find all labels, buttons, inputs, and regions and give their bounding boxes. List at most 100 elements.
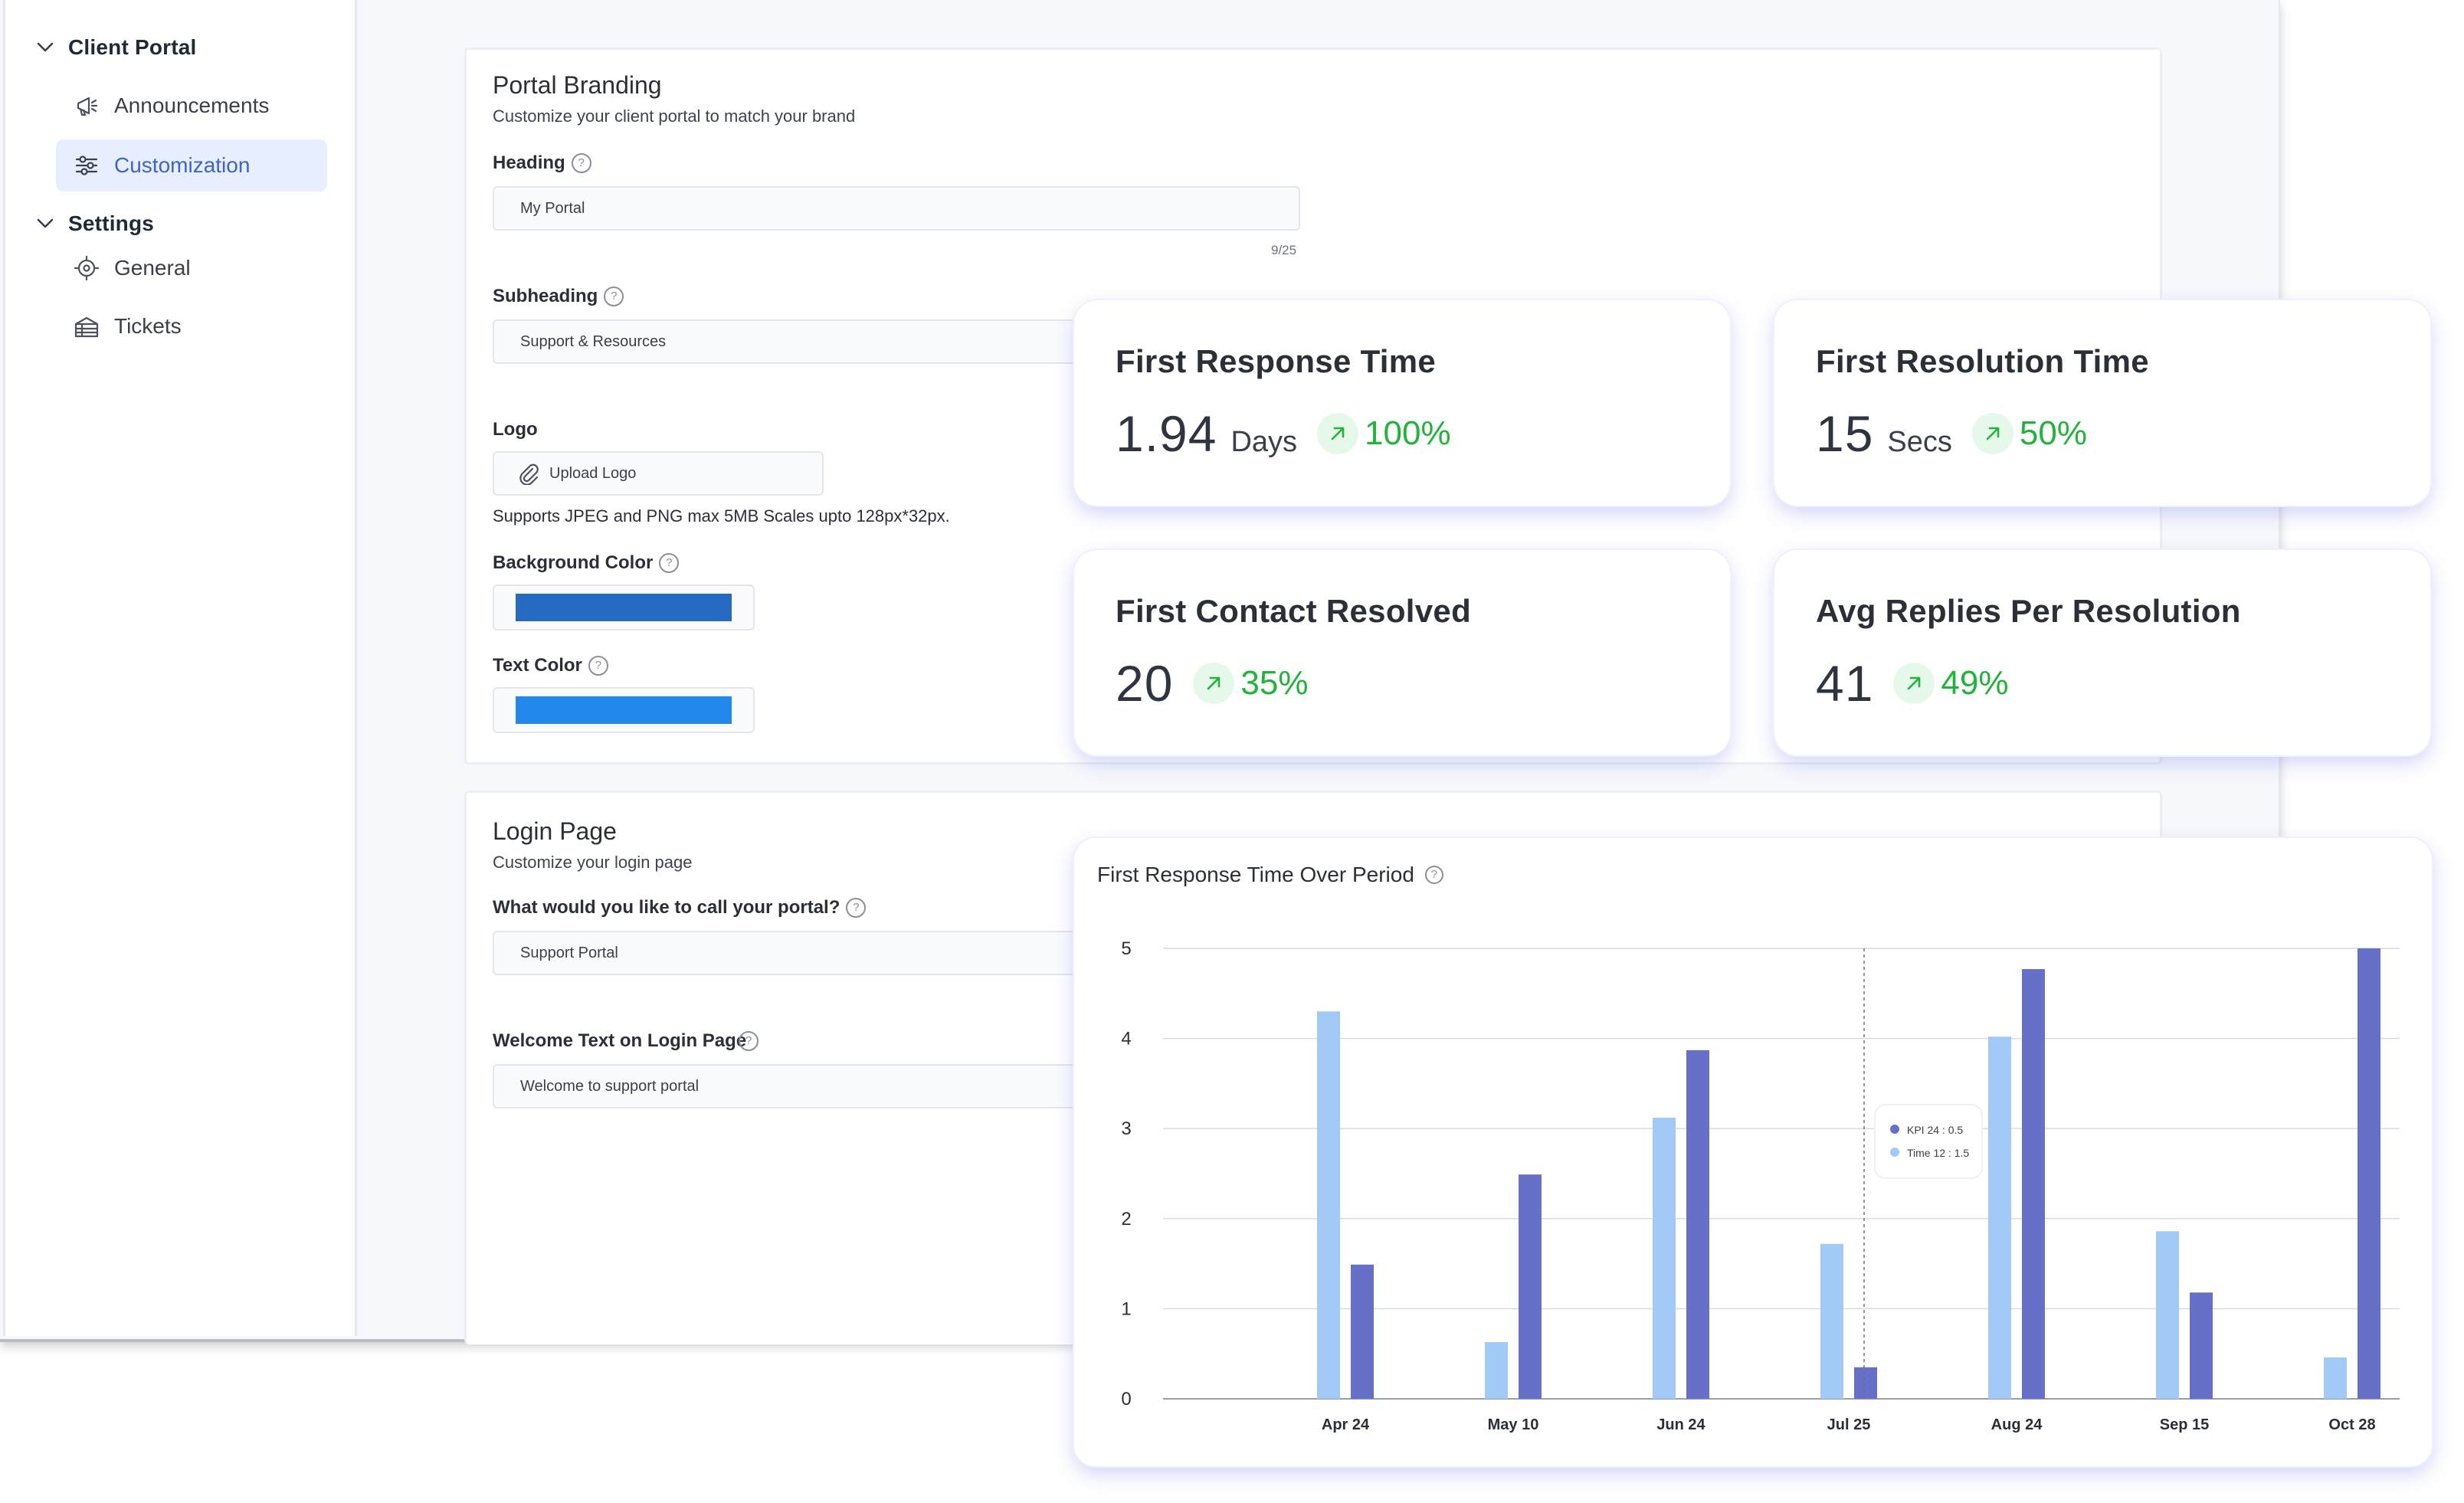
- upload-logo-button[interactable]: Upload Logo: [493, 451, 824, 496]
- y-tick-label: 2: [1121, 1209, 1131, 1230]
- sidebar-item-tickets[interactable]: Tickets: [56, 300, 327, 352]
- section-subtitle: Customize your client portal to match yo…: [493, 106, 856, 126]
- bar: [1854, 1367, 1877, 1399]
- trend-up-icon: [1193, 663, 1235, 704]
- bg-color-label-text: Background Color: [493, 552, 654, 573]
- welcome-text-label: Welcome Text on Login Page?: [493, 1030, 759, 1052]
- trend-up-icon: [1971, 413, 2013, 454]
- section-title: Portal Branding: [493, 71, 662, 99]
- trend-up-icon: [1893, 663, 1935, 704]
- help-icon[interactable]: ?: [846, 898, 867, 918]
- kpi-title: First Response Time: [1116, 343, 1437, 379]
- bar-chart: 0 1 2 3 4 5 Apr 24 May 10 Jun 24 Jul 25 Aug 24 Sep …: [1121, 938, 2400, 1433]
- y-tick-label: 0: [1121, 1389, 1131, 1410]
- kpi-value: 41: [1816, 655, 1874, 712]
- section-title: Login Page: [493, 817, 617, 845]
- text-color-picker[interactable]: [493, 687, 755, 733]
- sidebar-item-general[interactable]: General: [56, 242, 327, 294]
- paperclip-icon: [517, 462, 540, 485]
- chevron-down-icon: [30, 208, 61, 239]
- sidebar-item-label: Tickets: [114, 314, 182, 338]
- upload-logo-label: Upload Logo: [549, 464, 637, 482]
- help-icon[interactable]: ?: [604, 287, 624, 306]
- kpi-title: Avg Replies Per Resolution: [1816, 593, 2241, 629]
- bg-color-picker[interactable]: [493, 584, 755, 630]
- kpi-value: 15: [1816, 405, 1874, 462]
- y-tick-label: 1: [1121, 1298, 1131, 1319]
- sidebar-item-label: General: [114, 256, 191, 280]
- sidebar-item-announcements[interactable]: Announcements: [56, 80, 327, 132]
- tooltip-dot: [1890, 1125, 1899, 1134]
- tooltip-dot: [1890, 1148, 1899, 1157]
- bar: [1686, 1049, 1709, 1399]
- sidebar-item-customization[interactable]: Customization: [56, 139, 327, 192]
- portal-name-input-value: Support Portal: [520, 944, 618, 961]
- kpi-card-avg-replies-per-resolution[interactable]: Avg Replies Per Resolution 41 49%: [1774, 550, 2430, 755]
- x-tick-label: May 10: [1488, 1416, 1539, 1433]
- text-color-swatch: [516, 696, 732, 724]
- x-tick-label: Oct 28: [2328, 1416, 2375, 1433]
- sidebar: Client Portal Announcements Customizatio…: [3, 0, 357, 1336]
- help-icon[interactable]: ?: [588, 656, 608, 676]
- sidebar-group-client-portal[interactable]: Client Portal: [30, 32, 197, 63]
- y-tick-label: 3: [1121, 1118, 1131, 1139]
- kpi-change: 49%: [1941, 664, 2009, 702]
- x-tick-label: Jun 24: [1656, 1416, 1705, 1433]
- sidebar-item-label: Announcements: [114, 93, 270, 117]
- bar: [1820, 1243, 1843, 1399]
- chart-card: First Response Time Over Period? 0 1 2 3 4 5 A…: [1074, 838, 2432, 1466]
- sliders-icon: [71, 150, 102, 181]
- sidebar-group-label: Client Portal: [68, 35, 197, 59]
- bar: [2190, 1292, 2213, 1399]
- x-tick-label: Sep 15: [2160, 1416, 2209, 1433]
- kpi-unit: Days: [1230, 426, 1298, 458]
- bar: [2022, 969, 2045, 1399]
- logo-hint: Supports JPEG and PNG max 5MB Scales upt…: [493, 506, 950, 526]
- kpi-value: 20: [1116, 655, 1174, 712]
- bar: [1485, 1341, 1508, 1399]
- sidebar-item-label: Customization: [114, 153, 251, 177]
- heading-input[interactable]: My Portal: [493, 186, 1300, 231]
- subheading-label-text: Subheading: [493, 286, 598, 306]
- chevron-down-icon: [30, 32, 61, 63]
- heading-input-value: My Portal: [520, 199, 585, 217]
- kpi-card-first-response-time[interactable]: First Response Time 1.94 Days 100%: [1074, 300, 1730, 506]
- heading-label: Heading?: [493, 152, 591, 174]
- kpi-change: 100%: [1365, 414, 1451, 452]
- kpi-card-first-resolution-time[interactable]: First Resolution Time 15 Secs 50%: [1774, 300, 2430, 506]
- bar: [2324, 1357, 2347, 1399]
- kpi-change: 35%: [1240, 664, 1309, 702]
- bar: [1317, 1011, 1340, 1399]
- chart-title-text: First Response Time Over Period: [1097, 863, 1414, 886]
- help-icon[interactable]: ?: [1424, 866, 1443, 884]
- portal-name-label-text: What would you like to call your portal?: [493, 897, 840, 918]
- chart-title: First Response Time Over Period?: [1097, 863, 1443, 887]
- y-tick-label: 4: [1121, 1029, 1131, 1049]
- bar: [1653, 1118, 1676, 1399]
- bar: [2156, 1231, 2179, 1399]
- subheading-input-value: Support & Resources: [520, 332, 667, 350]
- heading-char-counter: 9/25: [1271, 243, 1297, 257]
- kpi-card-first-contact-resolved[interactable]: First Contact Resolved 20 35%: [1074, 550, 1730, 755]
- y-tick-label: 5: [1121, 938, 1131, 959]
- x-tick-label: Aug 24: [1991, 1416, 2043, 1433]
- sidebar-group-settings[interactable]: Settings: [30, 208, 154, 239]
- kpi-unit: Secs: [1887, 426, 1952, 458]
- help-icon[interactable]: ?: [739, 1031, 759, 1051]
- help-icon[interactable]: ?: [571, 153, 591, 173]
- bar: [1988, 1036, 2011, 1399]
- help-icon[interactable]: ?: [659, 553, 680, 573]
- kpi-change: 50%: [2019, 414, 2087, 452]
- kpi-value: 1.94: [1116, 405, 1217, 462]
- logo-label: Logo: [493, 419, 538, 440]
- bar: [1351, 1264, 1374, 1399]
- sidebar-group-label: Settings: [68, 211, 155, 235]
- portal-name-label: What would you like to call your portal?…: [493, 897, 867, 918]
- bar: [1519, 1174, 1542, 1399]
- text-color-label: Text Color?: [493, 655, 608, 676]
- tooltip-text: Time 12 : 1.5: [1907, 1147, 1969, 1159]
- kpi-title: First Resolution Time: [1816, 343, 2149, 379]
- tooltip-box: [1874, 1104, 1983, 1179]
- section-subtitle: Customize your login page: [493, 853, 693, 872]
- welcome-text-label-text: Welcome Text on Login Page: [493, 1030, 747, 1051]
